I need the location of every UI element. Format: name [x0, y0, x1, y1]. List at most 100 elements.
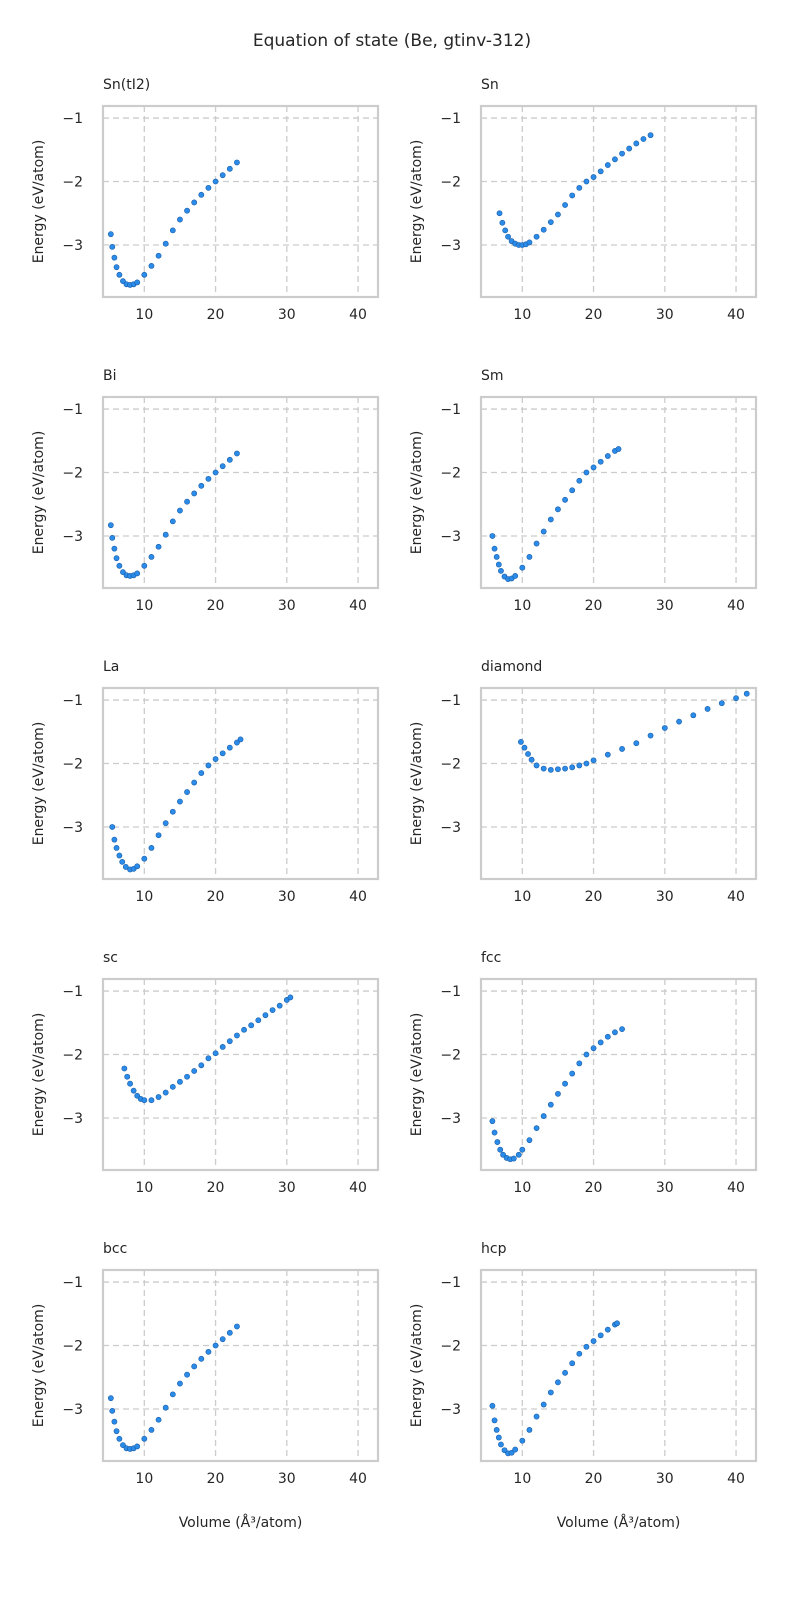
- data-point: [177, 216, 183, 223]
- data-point: [597, 168, 604, 175]
- data-point: [219, 172, 226, 179]
- subplot-title: bcc: [103, 1241, 127, 1257]
- data-point: [234, 450, 240, 457]
- x-tick-label: 40: [349, 1180, 367, 1196]
- data-point: [569, 764, 576, 771]
- data-point: [212, 756, 219, 762]
- x-tick-label: 10: [513, 598, 531, 614]
- y-axis-label: Energy (eV/atom): [31, 722, 47, 846]
- data-point: [733, 695, 739, 702]
- subplot-title: diamond: [481, 659, 542, 675]
- data-point: [141, 1097, 148, 1104]
- data-point: [262, 1012, 269, 1019]
- data-point: [512, 1446, 519, 1453]
- y-tick-label: −3: [440, 820, 461, 836]
- data-point: [495, 1434, 502, 1441]
- axes-frame: [479, 395, 758, 590]
- data-point: [169, 1391, 176, 1398]
- data-point: [515, 1151, 522, 1158]
- data-point: [489, 533, 496, 539]
- data-point: [111, 836, 118, 843]
- data-point: [555, 506, 561, 513]
- data-point: [109, 824, 116, 830]
- subplot-title: fcc: [481, 950, 501, 966]
- data-point: [540, 528, 547, 535]
- data-point: [540, 1401, 547, 1408]
- axes-frame: [101, 104, 380, 299]
- y-tick-label: −3: [62, 1402, 83, 1418]
- data-point: [198, 1062, 205, 1069]
- data-point: [569, 487, 576, 494]
- axes-frame: [479, 104, 758, 299]
- subplot-title: Sn: [481, 77, 499, 93]
- data-point: [191, 1363, 198, 1370]
- data-point: [619, 1026, 625, 1033]
- x-tick-label: 20: [207, 889, 225, 905]
- x-tick-label: 40: [727, 889, 745, 905]
- subplot-fcc: 10 20 30 40 −1 −2 −3 fcc Energy (eV/atom): [409, 950, 758, 1196]
- data-point: [148, 1097, 155, 1104]
- y-tick-label: −3: [62, 238, 83, 254]
- data-point: [276, 1002, 283, 1009]
- data-point: [184, 1073, 190, 1080]
- data-point: [107, 1395, 114, 1402]
- x-tick-label: 40: [727, 307, 745, 323]
- y-axis-label: Energy (eV/atom): [31, 1304, 47, 1428]
- x-tick-label: 20: [207, 307, 225, 323]
- data-point: [169, 1083, 176, 1090]
- data-point: [255, 1017, 262, 1024]
- data-point: [113, 264, 120, 271]
- data-point: [109, 1407, 116, 1414]
- data-point: [116, 271, 123, 278]
- data-point: [177, 1078, 183, 1085]
- data-point: [489, 1402, 496, 1409]
- x-tick-label: 20: [585, 889, 603, 905]
- data-point: [540, 765, 547, 772]
- data-point: [661, 725, 668, 731]
- data-point: [116, 1435, 123, 1442]
- data-point: [184, 789, 190, 795]
- y-tick-label: −3: [440, 529, 461, 545]
- data-point: [134, 279, 141, 286]
- data-point: [501, 1447, 508, 1454]
- subplot-la: 10 20 30 40 −1 −2 −3 La Energy (eV/atom): [31, 659, 380, 905]
- x-tick-label: 30: [278, 598, 296, 614]
- y-tick-label: −1: [440, 111, 461, 127]
- y-tick-label: −1: [62, 1275, 83, 1291]
- data-point: [583, 1051, 590, 1058]
- data-point: [690, 712, 697, 719]
- data-point: [134, 1443, 141, 1450]
- axes-frame: [101, 686, 380, 881]
- data-point: [547, 766, 554, 773]
- subplot-sn: 10 20 30 40 −1 −2 −3 Sn Energy (eV/atom): [409, 77, 758, 323]
- data-point: [526, 239, 533, 246]
- x-axis-label: Volume (Å³/atom): [179, 1514, 303, 1531]
- data-point: [562, 765, 568, 772]
- data-point: [489, 1118, 496, 1125]
- data-point: [496, 210, 503, 217]
- y-axis-label: Energy (eV/atom): [409, 1304, 425, 1428]
- data-point: [141, 271, 148, 278]
- data-point: [499, 219, 506, 226]
- data-point: [148, 263, 155, 269]
- x-tick-label: 20: [207, 1471, 225, 1487]
- data-point: [597, 458, 604, 465]
- data-point: [148, 845, 155, 851]
- data-point: [184, 207, 190, 214]
- subplot-sn-ti2-: 10 20 30 40 −1 −2 −3 Sn(tI2) Energy (eV/atom): [31, 77, 380, 323]
- data-point: [191, 199, 198, 206]
- data-point: [212, 469, 219, 476]
- data-point: [517, 739, 524, 745]
- y-axis-label: Energy (eV/atom): [409, 431, 425, 555]
- data-point: [615, 446, 622, 452]
- x-tick-label: 30: [278, 889, 296, 905]
- axes-frame: [101, 977, 380, 1172]
- data-point: [519, 1146, 526, 1153]
- data-point: [130, 1087, 137, 1094]
- data-point: [212, 178, 219, 185]
- y-axis-label: Energy (eV/atom): [31, 431, 47, 555]
- data-point: [198, 770, 205, 776]
- data-point: [205, 1055, 212, 1062]
- data-point: [576, 762, 583, 769]
- data-point: [155, 1094, 162, 1100]
